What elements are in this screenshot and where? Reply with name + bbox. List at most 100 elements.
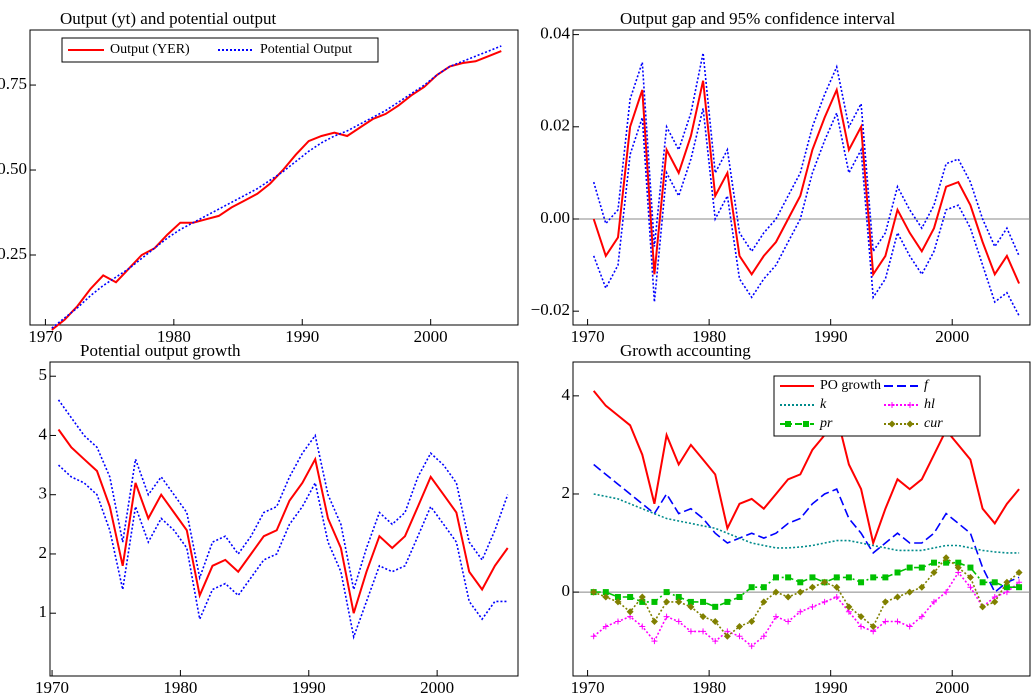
marker — [760, 598, 768, 606]
marker — [675, 594, 682, 601]
x-tick-label: 1970 — [571, 327, 605, 346]
y-tick-label: 0.75 — [0, 74, 27, 93]
legend-label: hl — [924, 397, 935, 412]
marker — [639, 598, 646, 605]
marker — [748, 584, 755, 591]
marker — [772, 613, 779, 620]
series-line — [592, 108, 1020, 317]
marker — [966, 573, 974, 581]
legend-label: cur — [924, 416, 943, 431]
y-tick-label: 0.50 — [0, 159, 27, 178]
marker — [869, 622, 877, 630]
series-line — [51, 45, 502, 329]
x-tick-label: 1980 — [157, 327, 191, 346]
marker — [1015, 568, 1023, 576]
marker — [614, 598, 622, 606]
y-tick-label: 0.04 — [540, 24, 570, 43]
marker — [700, 598, 707, 605]
series-line — [592, 52, 1020, 257]
marker — [785, 574, 792, 581]
legend-label: PO growth — [820, 378, 881, 393]
marker — [675, 618, 682, 625]
y-tick-label: 4 — [562, 385, 571, 404]
marker — [724, 598, 731, 605]
marker — [772, 574, 779, 581]
marker — [918, 583, 926, 591]
marker — [772, 588, 780, 596]
marker — [663, 598, 671, 606]
marker — [882, 574, 889, 581]
marker — [907, 402, 913, 408]
marker — [590, 633, 597, 640]
marker — [942, 554, 950, 562]
marker — [954, 564, 962, 572]
marker — [627, 594, 634, 601]
marker — [687, 628, 694, 635]
legend: PO growth f k hl pr cur — [773, 375, 981, 437]
marker — [602, 593, 610, 601]
marker — [760, 584, 767, 591]
x-tick-label: 1990 — [285, 327, 319, 346]
marker — [614, 618, 621, 625]
legend-label: f — [924, 378, 930, 393]
series-line — [593, 556, 1020, 638]
marker — [736, 633, 743, 640]
marker — [712, 603, 719, 610]
y-tick-label: 1 — [39, 602, 48, 621]
marker — [979, 603, 987, 611]
series-line — [592, 80, 1021, 284]
marker — [858, 579, 865, 586]
marker — [785, 421, 791, 427]
panel-title: Output (yt) and potential output — [60, 9, 277, 28]
marker — [784, 593, 792, 601]
plot-frame — [29, 29, 519, 326]
marker — [723, 632, 731, 640]
series-line — [593, 571, 1020, 648]
marker — [650, 618, 658, 626]
marker — [881, 598, 889, 606]
marker — [833, 594, 840, 601]
legend-label: Potential Output — [260, 42, 352, 57]
marker — [651, 598, 658, 605]
series-line — [593, 493, 1020, 554]
x-tick-label: 1980 — [692, 678, 726, 697]
marker — [894, 569, 901, 576]
marker — [930, 559, 937, 566]
x-tick-label: 1990 — [292, 678, 326, 697]
x-tick-label: 2000 — [420, 678, 454, 697]
series-line — [57, 464, 508, 640]
marker — [711, 618, 719, 626]
plot-frame — [572, 361, 1031, 677]
marker — [602, 623, 609, 630]
marker — [943, 559, 950, 566]
marker — [906, 588, 914, 596]
series-line — [57, 399, 509, 590]
series-line — [51, 50, 502, 331]
marker — [833, 583, 841, 591]
y-tick-label: 0.00 — [540, 208, 570, 227]
plot-frame — [572, 29, 1031, 326]
marker — [687, 598, 694, 605]
y-tick-label: −0.02 — [531, 300, 570, 319]
series-line — [593, 463, 1020, 594]
marker — [991, 579, 998, 586]
marker — [845, 603, 853, 611]
marker — [943, 589, 950, 596]
marker — [626, 608, 634, 616]
marker — [979, 579, 986, 586]
marker — [821, 578, 829, 586]
y-tick-label: 4 — [39, 424, 48, 443]
marker — [967, 584, 974, 591]
marker — [808, 583, 816, 591]
marker — [748, 618, 756, 626]
series-line — [57, 428, 509, 614]
panel-title: Growth accounting — [620, 341, 751, 360]
plot-frame — [49, 361, 519, 677]
marker — [797, 608, 804, 615]
marker — [857, 613, 865, 621]
x-tick-label: 1970 — [35, 678, 69, 697]
marker — [809, 574, 816, 581]
y-tick-label: 0.02 — [540, 116, 570, 135]
marker — [1016, 584, 1023, 591]
